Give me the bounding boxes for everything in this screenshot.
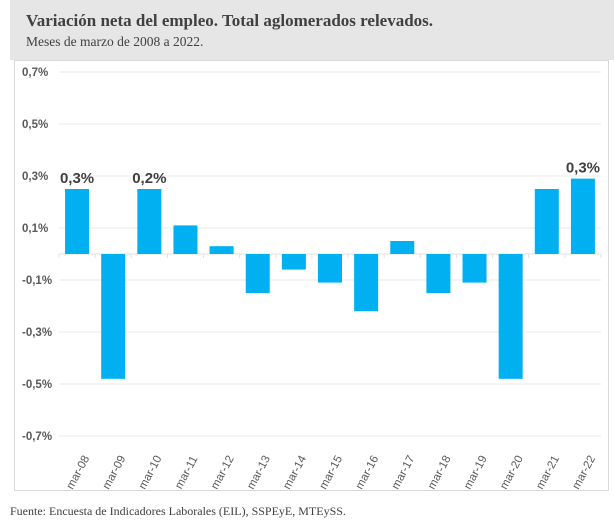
y-tick-label: -0,3% xyxy=(22,327,52,339)
chart-header: Variación neta del empleo. Total aglomer… xyxy=(10,0,614,60)
bar-mar-19 xyxy=(462,254,487,283)
data-labels: 0,3% 0,2% 0,3% xyxy=(60,160,600,187)
x-tick-label: mar-09 xyxy=(101,454,129,492)
bar-mar-13 xyxy=(245,254,270,293)
x-tick-label: mar-11 xyxy=(173,454,200,491)
bar-mar-09 xyxy=(101,254,126,379)
x-tick-label: mar-12 xyxy=(209,454,237,492)
x-tick-label: mar-17 xyxy=(390,454,418,492)
y-tick-label: -0,1% xyxy=(22,275,52,287)
x-tick-label: mar-20 xyxy=(498,454,526,492)
y-tick-label: 0,7% xyxy=(22,67,48,79)
bar-mar-12 xyxy=(209,246,234,254)
source-note: Fuente: Encuesta de Indicadores Laborale… xyxy=(10,504,346,518)
x-tick-label: mar-19 xyxy=(462,454,490,492)
bars xyxy=(65,178,595,379)
bar-mar-11 xyxy=(173,225,198,254)
data-label: 0,2% xyxy=(132,170,166,187)
y-tick-label: 0,5% xyxy=(22,119,48,131)
y-axis-ticks: 0,7% 0,5% 0,3% 0,1% -0,1% -0,3% -0,5% -0,7% xyxy=(22,67,52,443)
y-tick-label: 0,1% xyxy=(22,223,48,235)
y-tick-label: -0,5% xyxy=(22,379,52,391)
bar-mar-18 xyxy=(426,254,451,293)
x-tick-label: mar-21 xyxy=(534,454,562,492)
bar-mar-20 xyxy=(498,254,523,379)
x-tick-label: mar-22 xyxy=(570,454,598,492)
bar-mar-10 xyxy=(137,189,162,254)
chart-title: Variación neta del empleo. Total aglomer… xyxy=(26,11,434,30)
data-label: 0,3% xyxy=(566,160,600,177)
x-tick-label: mar-18 xyxy=(426,454,454,492)
bar-mar-15 xyxy=(318,254,342,283)
x-tick-label: mar-14 xyxy=(281,453,309,491)
data-label: 0,3% xyxy=(60,170,94,187)
y-tick-label: -0,7% xyxy=(22,431,52,443)
x-tick-label: mar-10 xyxy=(137,454,165,492)
bar-mar-17 xyxy=(390,241,415,254)
y-tick-label: 0,3% xyxy=(22,171,48,183)
bar-mar-08 xyxy=(65,189,90,254)
bar-mar-16 xyxy=(354,254,379,312)
x-tick-label: mar-15 xyxy=(318,454,346,492)
x-axis-ticks: mar-08 mar-09 mar-10 mar-11 mar-12 mar-13 mar-… xyxy=(65,453,599,491)
x-tick-label: mar-08 xyxy=(65,454,93,492)
bar-mar-22 xyxy=(570,178,595,254)
bar-mar-14 xyxy=(281,254,306,270)
x-tick-label: mar-13 xyxy=(245,454,273,492)
x-tick-label: mar-16 xyxy=(354,454,382,492)
chart-subtitle: Meses de marzo de 2008 a 2022. xyxy=(26,34,204,49)
bar-mar-21 xyxy=(534,189,559,254)
